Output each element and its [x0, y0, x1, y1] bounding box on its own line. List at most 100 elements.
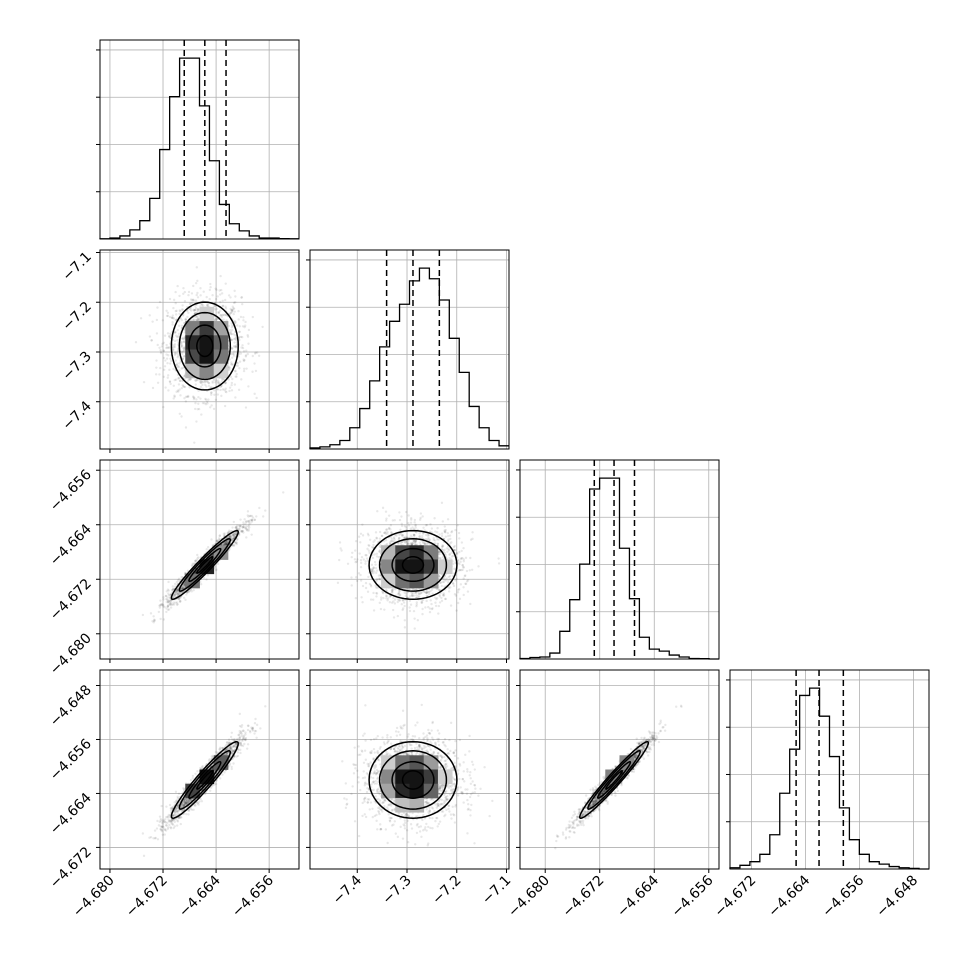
- scatter-point: [350, 584, 353, 587]
- scatter-point: [185, 593, 188, 596]
- scatter-point: [171, 314, 175, 317]
- scatter-point: [182, 348, 186, 352]
- scatter-point: [261, 515, 265, 518]
- scatter-point: [372, 571, 375, 575]
- scatter-point: [236, 524, 239, 527]
- scatter-point: [202, 304, 205, 308]
- scatter-point: [339, 547, 342, 550]
- scatter-point: [430, 588, 434, 591]
- scatter-point: [161, 342, 164, 346]
- scatter-point: [430, 602, 433, 606]
- scatter-point: [207, 381, 211, 385]
- scatter-point: [242, 367, 246, 371]
- scatter-point: [223, 534, 226, 537]
- scatter-point: [177, 390, 180, 393]
- scatter-point: [224, 382, 227, 385]
- scatter-point: [205, 548, 208, 551]
- scatter-point: [183, 299, 187, 303]
- scatter-point: [164, 359, 167, 362]
- scatter-point: [216, 381, 220, 385]
- scatter-point: [224, 313, 227, 316]
- scatter-point: [435, 597, 438, 601]
- scatter-point: [353, 558, 357, 561]
- scatter-point: [166, 346, 169, 349]
- scatter-point: [234, 295, 237, 298]
- scatter-point: [170, 601, 173, 605]
- density-cell: [185, 363, 200, 379]
- scatter-point: [371, 568, 374, 572]
- scatter-point: [165, 314, 169, 318]
- scatter-point: [399, 593, 402, 597]
- scatter-point: [452, 545, 456, 549]
- scatter-point: [451, 581, 455, 585]
- scatter-point: [253, 518, 257, 522]
- scatter-point: [444, 531, 447, 534]
- scatter-point: [247, 385, 250, 388]
- scatter-point: [354, 560, 357, 564]
- scatter-point: [427, 590, 430, 594]
- scatter-point: [250, 518, 253, 522]
- scatter-point: [246, 514, 249, 517]
- scatter-point: [355, 579, 359, 583]
- scatter-point: [156, 343, 159, 347]
- scatter-point: [394, 587, 397, 591]
- scatter-point: [238, 525, 242, 528]
- scatter-point: [153, 619, 156, 623]
- scatter-point: [169, 359, 173, 363]
- scatter-point: [228, 386, 232, 389]
- histogram-panel: [519, 460, 719, 660]
- scatter-point: [213, 308, 217, 311]
- scatter-point: [224, 298, 227, 302]
- scatter-point: [384, 532, 388, 535]
- scatter-point: [190, 590, 193, 593]
- scatter-point: [441, 555, 445, 559]
- scatter-point: [168, 599, 171, 602]
- scatter-point: [177, 591, 180, 595]
- scatter-point: [232, 345, 236, 348]
- scatter-point: [421, 535, 424, 538]
- scatter-point: [459, 583, 463, 586]
- scatter-point: [253, 392, 256, 396]
- scatter-point: [230, 389, 234, 392]
- scatter-point: [204, 397, 207, 401]
- density-cell: [199, 321, 215, 336]
- scatter-point: [420, 601, 423, 604]
- scatter-point: [233, 320, 236, 323]
- scatter-point: [405, 540, 408, 543]
- scatter-point: [174, 313, 178, 316]
- scatter-point: [438, 575, 441, 578]
- scatter-point: [244, 520, 248, 523]
- scatter-point: [193, 308, 197, 312]
- scatter-point: [241, 526, 244, 529]
- scatter-point: [165, 353, 168, 356]
- scatter-point: [243, 358, 246, 362]
- scatter-point: [209, 282, 212, 286]
- scatter-point: [217, 311, 221, 314]
- scatter-point: [177, 332, 181, 336]
- scatter-point: [401, 599, 405, 602]
- scatter-point: [211, 380, 214, 383]
- scatter-point: [205, 578, 208, 581]
- scatter-point: [162, 598, 165, 601]
- panel-frame: [519, 459, 720, 660]
- scatter-point: [232, 333, 235, 336]
- scatter-point: [378, 530, 382, 534]
- scatter-point: [230, 383, 233, 387]
- scatter-point: [374, 531, 378, 534]
- scatter-point: [167, 604, 170, 607]
- scatter-point: [228, 389, 231, 393]
- scatter-point: [167, 374, 170, 377]
- scatter-point: [169, 332, 172, 335]
- scatter-point: [177, 592, 180, 596]
- scatter-point: [418, 535, 421, 538]
- panel-frame: [309, 249, 510, 450]
- scatter-point: [177, 597, 180, 600]
- scatter-point: [172, 306, 175, 310]
- scatter-point: [414, 524, 417, 527]
- scatter-point: [421, 612, 424, 616]
- scatter-point: [162, 368, 166, 371]
- scatter-point: [217, 380, 220, 384]
- scatter-point: [172, 346, 175, 349]
- scatter-point: [213, 393, 216, 397]
- scatter-point: [200, 413, 203, 416]
